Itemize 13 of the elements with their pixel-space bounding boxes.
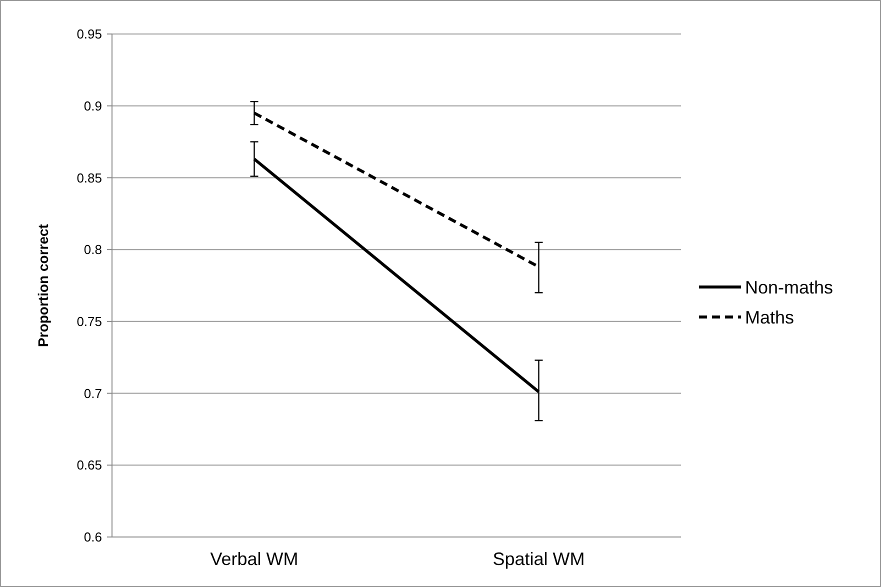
y-tick-label: 0.85 — [76, 170, 102, 186]
y-tick-label: 0.65 — [76, 458, 102, 473]
y-tick-label: 0.7 — [84, 386, 102, 401]
legend-label: Non-maths — [745, 277, 834, 298]
y-tick-label: 0.95 — [76, 26, 102, 42]
x-tick-label: Verbal WM — [210, 549, 298, 569]
y-tick-label: 0.9 — [84, 98, 102, 114]
x-tick-label: Spatial WM — [492, 549, 585, 569]
y-tick-label: 0.8 — [84, 242, 102, 258]
legend-label: Maths — [745, 307, 794, 328]
y-tick-label: 0.75 — [76, 314, 102, 329]
y-axis-title: Proportion correct — [35, 224, 51, 347]
y-tick-label: 0.6 — [84, 530, 102, 545]
